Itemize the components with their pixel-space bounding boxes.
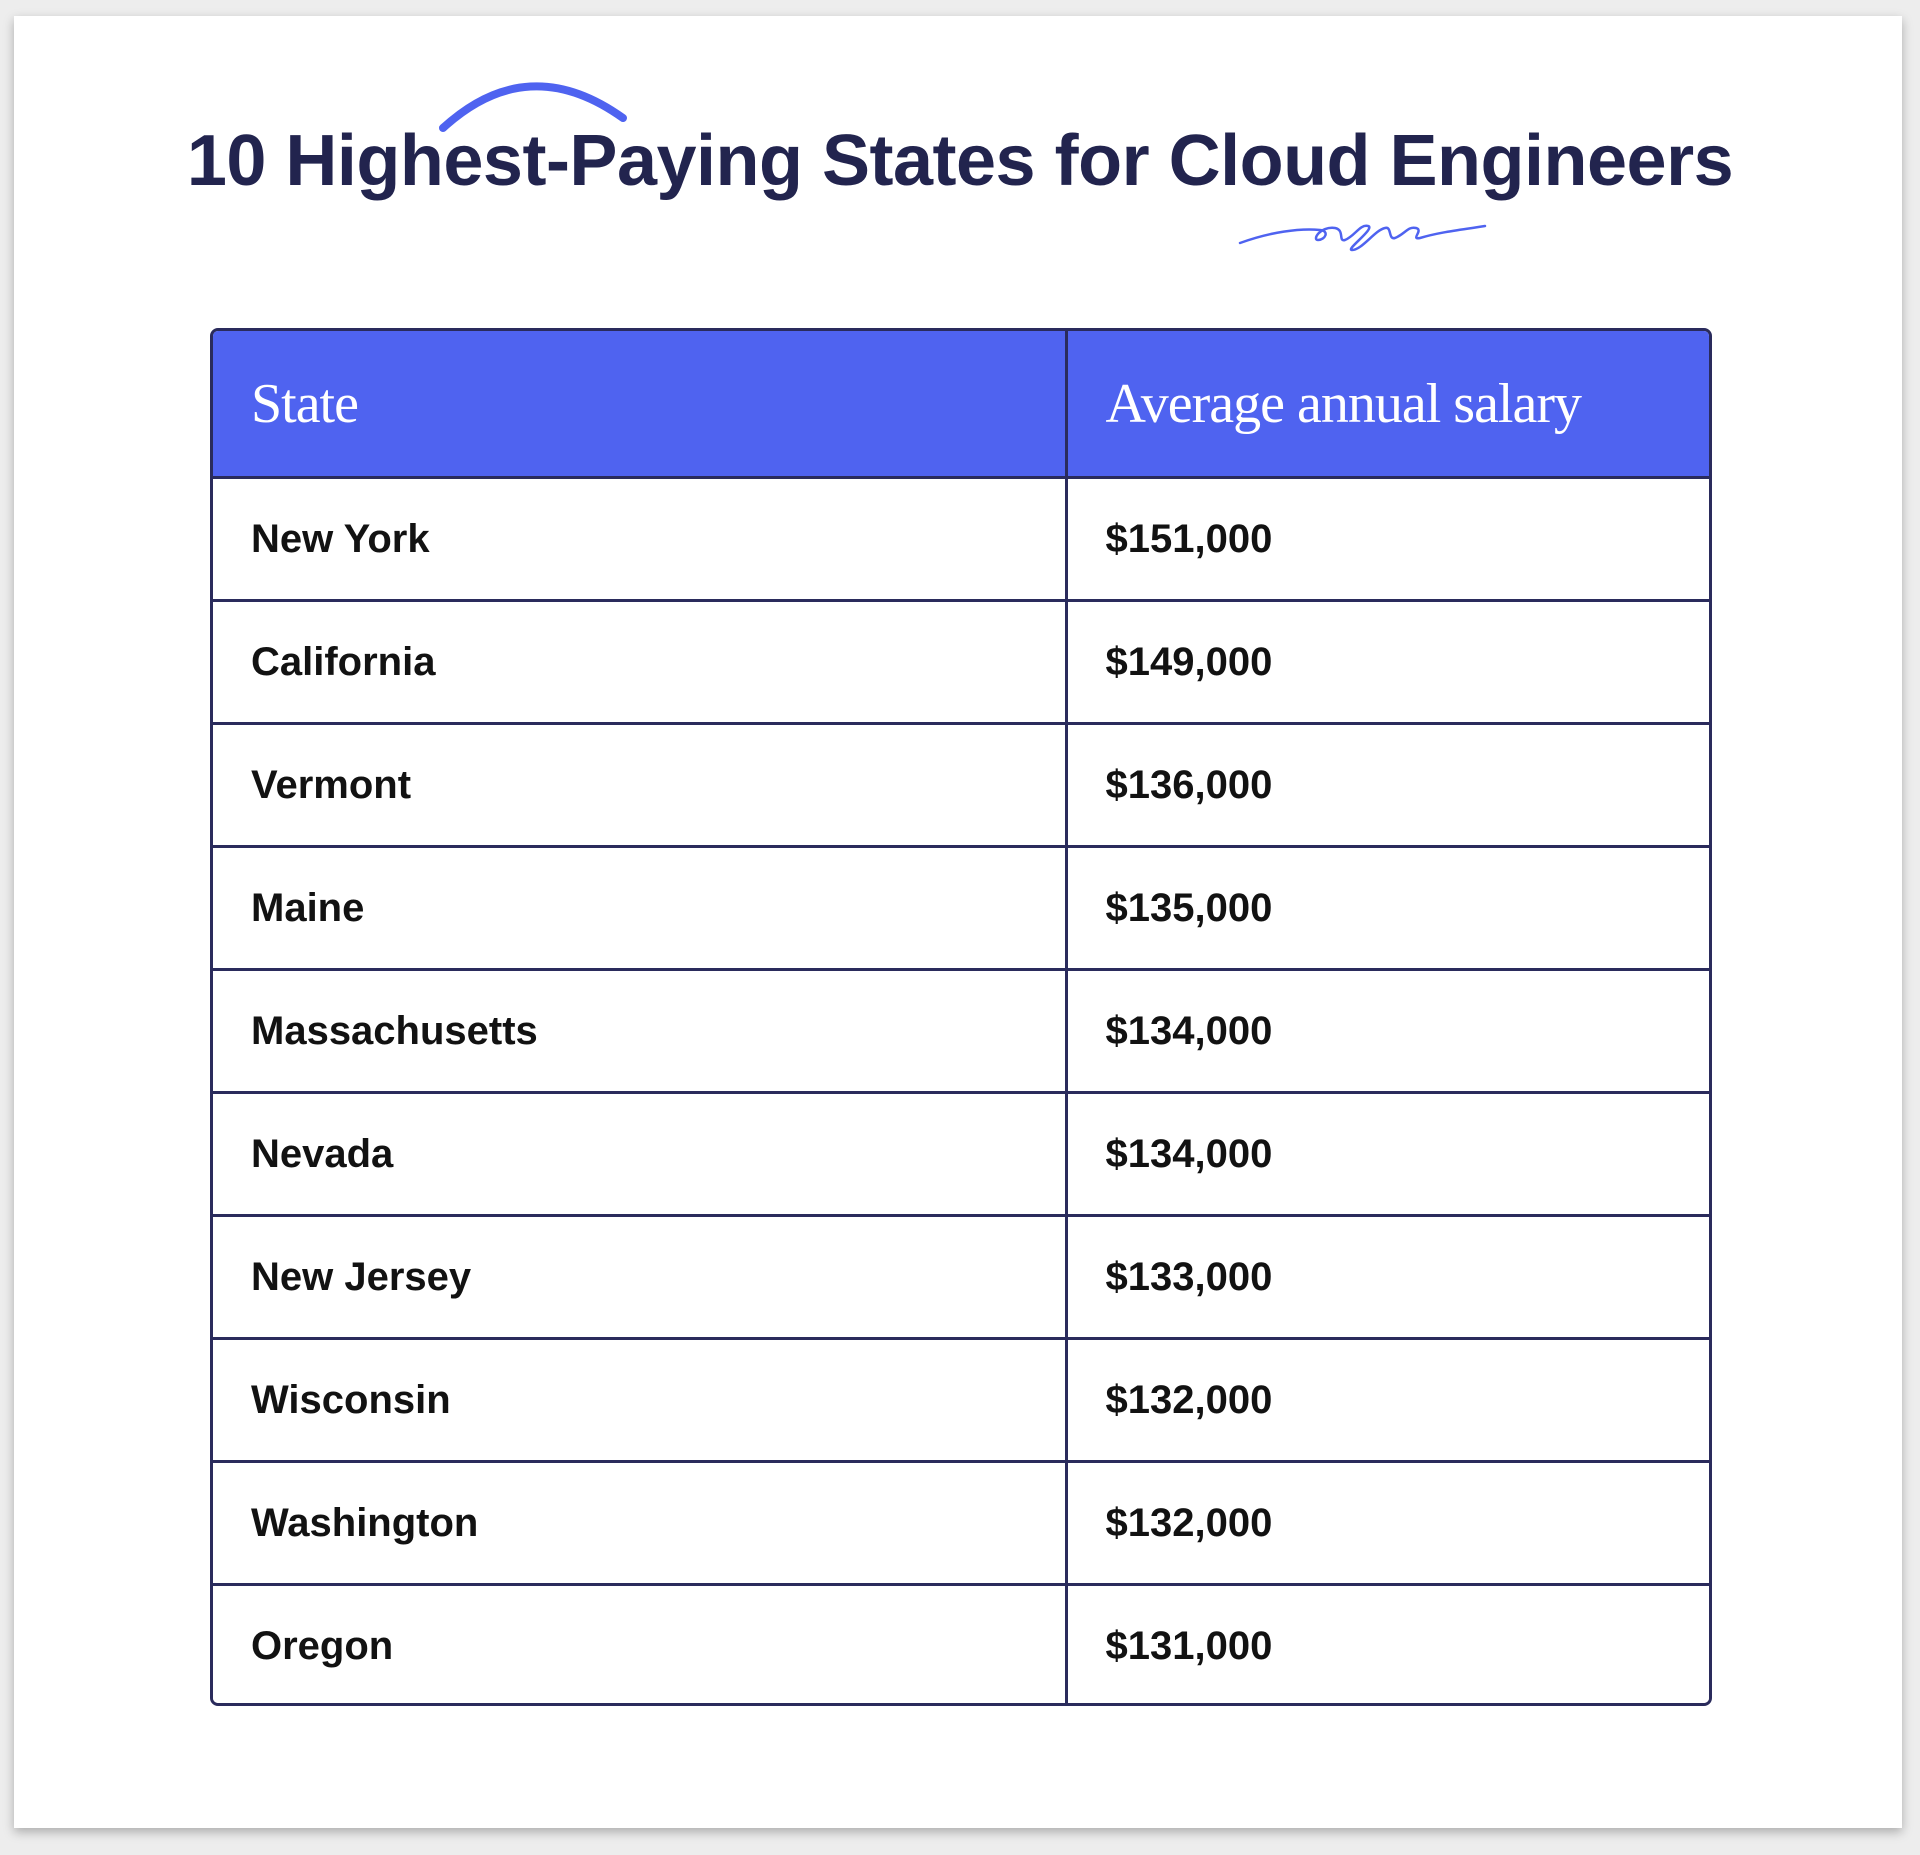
- salary-cell: $133,000: [1064, 1214, 1709, 1340]
- column-header-state: State: [213, 331, 1068, 479]
- state-cell: Vermont: [213, 722, 1068, 848]
- salary-cell: $136,000: [1064, 722, 1709, 848]
- table-row: Maine $135,000: [213, 845, 1709, 971]
- title-area: 10 Highest-Paying States for Cloud Engin…: [0, 0, 1920, 270]
- state-cell: Massachusetts: [213, 968, 1068, 1094]
- salary-cell: $131,000: [1064, 1583, 1709, 1703]
- table-row: Massachusetts $134,000: [213, 968, 1709, 1094]
- salary-cell: $135,000: [1064, 845, 1709, 971]
- salary-cell: $149,000: [1064, 599, 1709, 725]
- table-row: New York $151,000: [213, 476, 1709, 602]
- state-cell: Washington: [213, 1460, 1068, 1586]
- salary-cell: $132,000: [1064, 1460, 1709, 1586]
- arc-decoration-icon: [439, 82, 627, 132]
- state-cell: New Jersey: [213, 1214, 1068, 1340]
- table-row: Washington $132,000: [213, 1460, 1709, 1586]
- table-row: Vermont $136,000: [213, 722, 1709, 848]
- salary-cell: $132,000: [1064, 1337, 1709, 1463]
- title-decoration: [439, 82, 1487, 252]
- salary-table-container: State Average annual salary New York $15…: [210, 328, 1712, 1706]
- table-row: Oregon $131,000: [213, 1583, 1709, 1703]
- state-cell: California: [213, 599, 1068, 725]
- table-row: Wisconsin $132,000: [213, 1337, 1709, 1463]
- table-row: Nevada $134,000: [213, 1091, 1709, 1217]
- state-cell: Oregon: [213, 1583, 1068, 1703]
- salary-cell: $134,000: [1064, 968, 1709, 1094]
- state-cell: Maine: [213, 845, 1068, 971]
- table-row: California $149,000: [213, 599, 1709, 725]
- salary-cell: $151,000: [1064, 476, 1709, 602]
- table-header-row: State Average annual salary: [213, 331, 1709, 479]
- salary-table: State Average annual salary New York $15…: [213, 331, 1709, 1703]
- state-cell: New York: [213, 476, 1068, 602]
- chart-title: 10 Highest-Paying States for Cloud Engin…: [186, 121, 1734, 201]
- salary-cell: $134,000: [1064, 1091, 1709, 1217]
- table-row: New Jersey $133,000: [213, 1214, 1709, 1340]
- squiggle-decoration-icon: [1238, 224, 1487, 252]
- column-header-salary: Average annual salary: [1064, 331, 1709, 479]
- state-cell: Nevada: [213, 1091, 1068, 1217]
- state-cell: Wisconsin: [213, 1337, 1068, 1463]
